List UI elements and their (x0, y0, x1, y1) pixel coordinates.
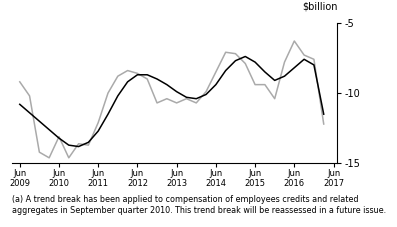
Seasonally Adjusted (292, 40, 297, 42)
Trend (a) (57, 137, 62, 139)
Seasonally Adjusted (253, 83, 258, 86)
Seasonally Adjusted (17, 80, 22, 83)
Seasonally Adjusted (243, 62, 248, 65)
Seasonally Adjusted (76, 142, 81, 145)
Line: Trend (a): Trend (a) (20, 57, 324, 147)
Trend (a) (321, 113, 326, 116)
Seasonally Adjusted (125, 69, 130, 72)
Seasonally Adjusted (262, 83, 267, 86)
Trend (a) (174, 90, 179, 93)
Seasonally Adjusted (145, 78, 150, 80)
Trend (a) (76, 145, 81, 148)
Trend (a) (37, 120, 42, 123)
Trend (a) (204, 93, 208, 96)
Seasonally Adjusted (47, 156, 52, 159)
Text: (a) A trend break has been applied to compensation of employees credits and rela: (a) A trend break has been applied to co… (12, 195, 386, 215)
Trend (a) (272, 79, 277, 82)
Trend (a) (96, 130, 100, 132)
Trend (a) (145, 73, 150, 76)
Trend (a) (135, 73, 140, 76)
Trend (a) (47, 128, 52, 131)
Seasonally Adjusted (57, 135, 62, 138)
Trend (a) (214, 83, 218, 86)
Seasonally Adjusted (96, 121, 100, 124)
Trend (a) (155, 78, 160, 80)
Trend (a) (233, 59, 238, 62)
Trend (a) (86, 141, 91, 144)
Trend (a) (302, 58, 306, 61)
Trend (a) (262, 71, 267, 73)
Trend (a) (282, 75, 287, 78)
Seasonally Adjusted (37, 151, 42, 153)
Seasonally Adjusted (116, 75, 120, 78)
Seasonally Adjusted (321, 123, 326, 125)
Trend (a) (17, 103, 22, 106)
Seasonally Adjusted (66, 156, 71, 159)
Seasonally Adjusted (155, 101, 160, 104)
Seasonally Adjusted (204, 90, 208, 93)
Seasonally Adjusted (164, 97, 169, 100)
Trend (a) (27, 111, 32, 114)
Seasonally Adjusted (272, 97, 277, 100)
Trend (a) (66, 144, 71, 146)
Trend (a) (125, 80, 130, 83)
Trend (a) (164, 83, 169, 86)
Trend (a) (184, 96, 189, 99)
Seasonally Adjusted (223, 51, 228, 54)
Seasonally Adjusted (194, 101, 198, 104)
Seasonally Adjusted (214, 71, 218, 73)
Text: $billion: $billion (302, 1, 337, 11)
Seasonally Adjusted (282, 61, 287, 64)
Seasonally Adjusted (302, 54, 306, 57)
Seasonally Adjusted (86, 144, 91, 146)
Seasonally Adjusted (135, 72, 140, 75)
Seasonally Adjusted (312, 58, 316, 61)
Seasonally Adjusted (27, 94, 32, 97)
Seasonally Adjusted (106, 92, 110, 94)
Trend (a) (292, 66, 297, 69)
Seasonally Adjusted (174, 101, 179, 104)
Trend (a) (243, 55, 248, 58)
Trend (a) (253, 61, 258, 64)
Seasonally Adjusted (184, 97, 189, 100)
Line: Seasonally Adjusted: Seasonally Adjusted (20, 41, 324, 158)
Trend (a) (116, 94, 120, 97)
Trend (a) (223, 69, 228, 72)
Trend (a) (194, 97, 198, 100)
Seasonally Adjusted (233, 52, 238, 55)
Trend (a) (312, 64, 316, 66)
Trend (a) (106, 113, 110, 116)
